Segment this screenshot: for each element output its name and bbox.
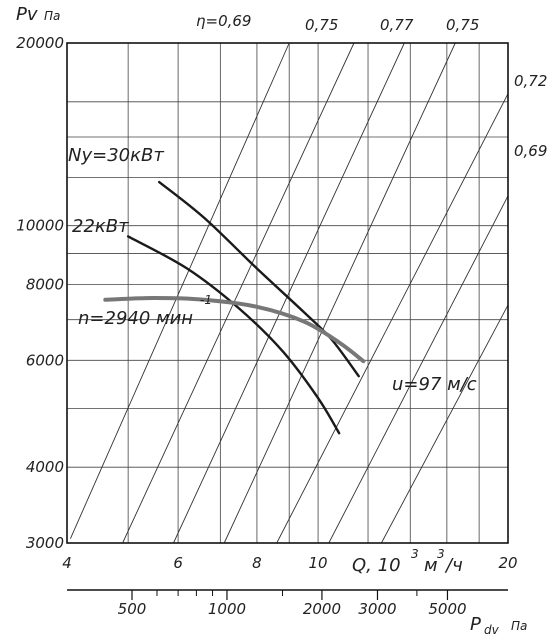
x-tick-label: 8 <box>252 554 262 572</box>
efficiency-label: η=0,69 <box>196 12 251 30</box>
efficiency-label: 0,75 <box>305 16 338 34</box>
series-label-speed: n=2940 мин <box>78 308 193 329</box>
secondary-tick-label: 3000 <box>358 600 396 618</box>
efficiency-line <box>173 42 405 544</box>
x-axis-unit-exp: 3 <box>437 547 445 561</box>
x-tick-label: 10 <box>309 554 328 572</box>
efficiency-label: 0,75 <box>446 16 479 34</box>
x-axis-unit: м <box>424 555 438 576</box>
y-axis-label: Pv <box>16 4 38 25</box>
y-tick-label: 8000 <box>26 275 64 293</box>
efficiency-lines: η=0,69 0,75 0,77 0,75 0,72 0,69 <box>69 12 547 544</box>
grid <box>67 42 509 544</box>
y-tick-label: 4000 <box>26 458 64 476</box>
x-tick-label: 20 <box>498 554 517 572</box>
series-label-22kw: 22кВт <box>72 216 129 237</box>
secondary-tick-label: 1000 <box>208 600 246 618</box>
efficiency-line <box>276 93 509 544</box>
efficiency-line <box>381 304 509 544</box>
series-label-30kw: Ny=30кВт <box>68 145 164 166</box>
series-curve-2 <box>103 296 366 364</box>
secondary-axis-label: P <box>470 614 481 635</box>
x-axis-label-exp: 3 <box>411 547 419 561</box>
y-axis-unit: Па <box>44 9 60 23</box>
curves <box>103 180 366 435</box>
series-label-speed-exp: -1 <box>200 293 212 307</box>
y-tick-label: 3000 <box>26 534 64 552</box>
x-axis-unit-tail: /ч <box>444 555 463 576</box>
x-tick-label: 4 <box>62 554 72 572</box>
series-curve-0 <box>157 180 360 378</box>
efficiency-line <box>122 42 355 544</box>
efficiency-line <box>223 42 456 544</box>
efficiency-label: 0,77 <box>380 16 414 34</box>
y-tick-label: 20000 <box>16 34 64 52</box>
y-tick-label: 10000 <box>16 217 64 235</box>
efficiency-label: 0,72 <box>514 72 547 90</box>
efficiency-line <box>328 195 509 544</box>
x-tick-label: 6 <box>173 554 183 572</box>
secondary-tick-label: 5000 <box>428 600 466 618</box>
efficiency-line <box>69 42 290 539</box>
y-tick-label: 6000 <box>26 351 64 369</box>
secondary-axis-label-sub: dv <box>484 623 500 637</box>
plot-frame <box>66 42 509 544</box>
secondary-axis-unit: Па <box>511 619 527 633</box>
axes: 3000 4000 6000 8000 10000 20000 4 6 8 10 20 500 1000… <box>16 34 517 618</box>
series-curve-1 <box>126 235 341 435</box>
secondary-tick-label: 500 <box>118 600 147 618</box>
velocity-annotation: u=97 м/с <box>392 374 477 395</box>
x-axis-label: Q, 10 <box>352 555 401 576</box>
efficiency-label: 0,69 <box>514 142 547 160</box>
secondary-tick-label: 2000 <box>303 600 341 618</box>
